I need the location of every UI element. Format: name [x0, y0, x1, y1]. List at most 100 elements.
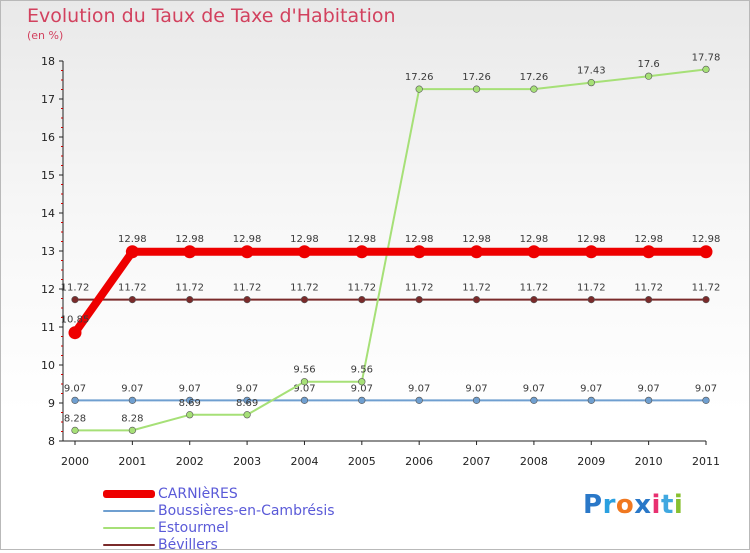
series-line-carnie-res: [71, 247, 710, 337]
data-label-boussie-res-en-cambre-sis: 9.07: [523, 383, 545, 394]
data-point-estourmel: [300, 378, 309, 386]
data-point-carnie-res: [297, 245, 311, 259]
x-tick-label: 2011: [692, 455, 720, 468]
data-label-estourmel: 17.43: [577, 66, 606, 77]
data-point-be-villers: [645, 296, 653, 304]
data-point-boussie-res-en-cambre-sis: [128, 396, 136, 404]
y-tick-label: 9: [48, 397, 55, 410]
data-point-carnie-res: [183, 245, 197, 259]
chart-subtitle: (en %): [27, 29, 64, 42]
y-tick-label: 11: [41, 321, 55, 334]
data-label-carnie-res: 12.98: [634, 234, 663, 245]
data-label-boussie-res-en-cambre-sis: 9.07: [236, 383, 258, 394]
data-label-be-villers: 11.72: [347, 283, 376, 294]
data-point-carnie-res: [527, 245, 541, 259]
proxiti-logo: Proxiti: [583, 490, 683, 520]
data-point-be-villers: [300, 296, 309, 304]
data-label-carnie-res: 12.98: [347, 234, 376, 245]
data-label-be-villers: 11.72: [520, 283, 549, 294]
data-label-estourmel: 17.78: [692, 52, 721, 63]
data-point-be-villers: [71, 296, 79, 304]
data-point-carnie-res: [412, 245, 426, 259]
data-point-be-villers: [587, 296, 595, 304]
x-tick-label: 2007: [463, 455, 491, 468]
logo-letter: x: [634, 490, 652, 520]
data-point-carnie-res: [584, 245, 598, 259]
data-label-estourmel: 17.26: [405, 72, 434, 83]
data-label-be-villers: 11.72: [462, 283, 491, 294]
data-point-estourmel: [415, 85, 423, 93]
data-label-be-villers: 11.72: [577, 283, 606, 294]
data-label-boussie-res-en-cambre-sis: 9.07: [351, 383, 373, 394]
logo-letter: i: [673, 490, 684, 520]
chart-legend: CARNIèRES Boussières-en-Cambrésis Estourme…: [103, 485, 335, 553]
y-tick-label: 18: [41, 55, 55, 68]
legend-label: Estourmel: [158, 519, 229, 536]
data-label-carnie-res: 12.98: [233, 234, 262, 245]
data-label-boussie-res-en-cambre-sis: 9.07: [408, 383, 430, 394]
logo-letter: t: [660, 490, 674, 520]
data-point-boussie-res-en-cambre-sis: [300, 396, 309, 404]
x-tick-label: 2001: [118, 455, 146, 468]
data-point-carnie-res: [642, 245, 656, 259]
data-label-boussie-res-en-cambre-sis: 9.07: [695, 383, 717, 394]
chart-title: Evolution du Taux de Taxe d'Habitation: [27, 5, 396, 27]
data-label-carnie-res: 12.98: [462, 234, 491, 245]
data-point-be-villers: [472, 296, 481, 304]
data-point-be-villers: [358, 296, 366, 304]
legend-item: Estourmel: [103, 519, 335, 536]
legend-swatch: [103, 489, 155, 498]
data-label-estourmel: 9.56: [293, 365, 315, 376]
data-label-estourmel: 17.26: [462, 72, 491, 83]
data-label-carnie-res: 12.98: [520, 234, 549, 245]
legend-swatch: [103, 509, 155, 512]
data-point-be-villers: [415, 296, 423, 304]
data-label-estourmel: 17.6: [638, 59, 660, 70]
data-label-boussie-res-en-cambre-sis: 9.07: [64, 383, 86, 394]
data-label-boussie-res-en-cambre-sis: 9.07: [580, 383, 602, 394]
data-point-estourmel: [358, 378, 366, 386]
data-label-estourmel: 8.28: [121, 413, 143, 424]
data-label-carnie-res: 12.98: [405, 234, 434, 245]
data-label-boussie-res-en-cambre-sis: 9.07: [638, 383, 660, 394]
data-label-carnie-res: 12.98: [290, 234, 319, 245]
legend-label: CARNIèRES: [158, 485, 238, 502]
x-tick-label: 2002: [176, 455, 204, 468]
data-point-be-villers: [243, 296, 251, 304]
y-tick-label: 8: [48, 435, 55, 448]
legend-swatch: [103, 526, 155, 529]
data-point-estourmel: [702, 65, 710, 73]
data-point-be-villers: [702, 296, 710, 304]
logo-letter: r: [602, 490, 616, 520]
data-point-estourmel: [472, 85, 481, 93]
data-label-estourmel: 8.28: [64, 413, 86, 424]
data-point-be-villers: [530, 296, 538, 304]
data-point-estourmel: [71, 426, 79, 434]
x-tick-label: 2010: [635, 455, 663, 468]
data-label-carnie-res: 12.98: [118, 234, 147, 245]
legend-item: CARNIèRES: [103, 485, 335, 502]
data-point-boussie-res-en-cambre-sis: [530, 396, 538, 404]
y-tick-label: 17: [41, 93, 55, 106]
y-tick-label: 13: [41, 245, 55, 258]
logo-letter: P: [583, 490, 603, 520]
y-tick-label: 14: [41, 207, 55, 220]
legend-item: Bévillers: [103, 536, 335, 553]
x-tick-label: 2004: [290, 455, 318, 468]
data-point-boussie-res-en-cambre-sis: [71, 396, 79, 404]
data-point-estourmel: [243, 411, 251, 419]
data-label-be-villers: 11.72: [290, 283, 319, 294]
logo-letter: i: [651, 490, 661, 520]
data-label-be-villers: 11.72: [118, 283, 147, 294]
data-label-be-villers: 11.72: [61, 283, 90, 294]
x-tick-label: 2005: [348, 455, 376, 468]
data-point-carnie-res: [699, 245, 713, 259]
logo-letter: o: [615, 490, 635, 520]
data-point-carnie-res: [125, 245, 139, 259]
data-point-boussie-res-en-cambre-sis: [186, 396, 194, 404]
data-point-boussie-res-en-cambre-sis: [472, 396, 481, 404]
x-tick-label: 2006: [405, 455, 433, 468]
data-point-carnie-res: [470, 245, 484, 259]
